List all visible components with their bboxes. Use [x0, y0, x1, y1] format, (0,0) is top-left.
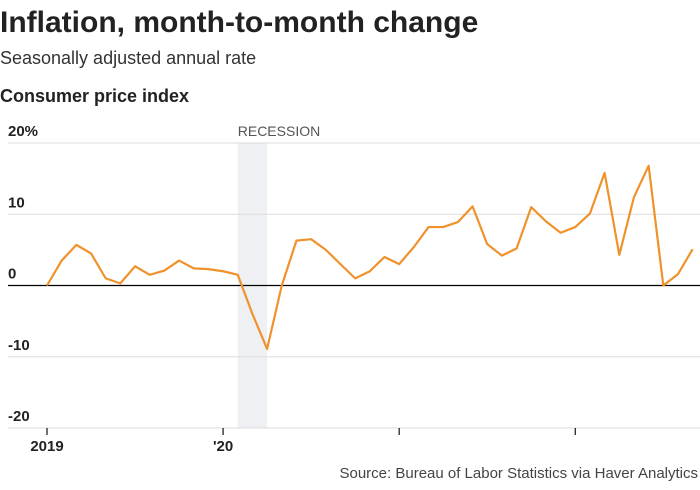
y-tick-label: -10 [8, 337, 30, 354]
line [46, 164, 694, 351]
panel-title: Consumer price index [0, 86, 189, 106]
chart-subtitle: Seasonally adjusted annual rate [0, 48, 256, 68]
recession-label: RECESSION [238, 123, 320, 139]
y-tick-label: 20% [8, 123, 38, 140]
x-tick-label: 2019 [30, 438, 63, 455]
y-tick-label: 10 [8, 194, 25, 211]
y-tick-label: -20 [8, 408, 30, 425]
y-tick-label: 0 [8, 266, 16, 283]
x-tick-label: '20 [213, 438, 233, 455]
source: Source: Bureau of Labor Statistics via H… [339, 465, 698, 482]
chart-title: Inflation, month-to-month change [0, 6, 478, 39]
